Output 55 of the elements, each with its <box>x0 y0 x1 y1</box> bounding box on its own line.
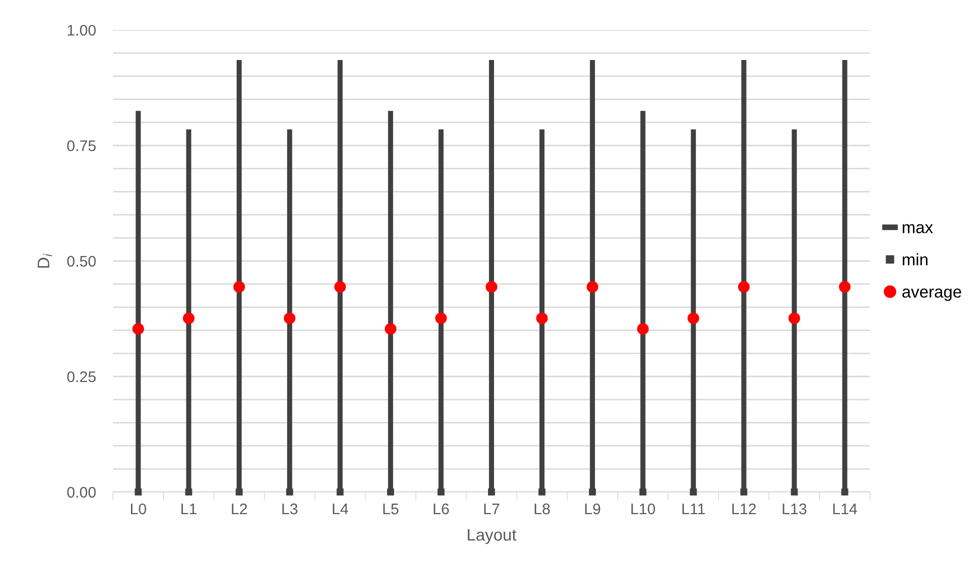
point <box>284 312 296 324</box>
x-tick-label: L14 <box>833 504 858 514</box>
point <box>538 488 546 496</box>
legend-label: average <box>902 288 962 301</box>
y-tick-label: 0.00 <box>67 486 96 498</box>
y-axis-title: D$_{i}$ <box>38 254 52 268</box>
point <box>688 312 700 324</box>
point <box>586 281 598 293</box>
x-tick-label: L8 <box>534 504 550 514</box>
point <box>134 488 142 496</box>
point <box>384 323 396 335</box>
x-tick-label: L4 <box>332 504 348 514</box>
x-tick-label: L7 <box>484 504 500 514</box>
legend-label: max <box>902 224 933 234</box>
legend-label: min <box>902 253 928 266</box>
point <box>233 281 245 293</box>
point <box>286 488 294 496</box>
x-tick-label: L2 <box>232 504 247 514</box>
x-axis-title: Layout <box>468 529 516 544</box>
point <box>435 312 447 324</box>
x-tick-label: L10 <box>631 504 656 514</box>
point <box>740 488 748 496</box>
y-tick-label: 0.25 <box>67 371 96 382</box>
point <box>788 312 800 324</box>
point <box>841 488 848 496</box>
point <box>738 281 750 293</box>
point <box>486 281 498 293</box>
x-tick-label: L12 <box>732 504 756 514</box>
y-tick-label: 0.50 <box>67 256 96 267</box>
point <box>336 488 344 496</box>
y-tick-label: 0.75 <box>67 140 96 152</box>
y-tick-label: 1.00 <box>68 24 96 36</box>
x-tick-label: L5 <box>383 504 398 514</box>
point <box>690 488 697 496</box>
point <box>438 488 445 496</box>
point <box>790 488 798 496</box>
point <box>236 488 243 496</box>
point <box>387 488 394 496</box>
point <box>536 312 548 324</box>
point <box>588 488 596 496</box>
point <box>838 281 851 293</box>
x-tick-label: L9 <box>585 504 600 514</box>
x-tick-label: L6 <box>434 504 449 514</box>
x-tick-label: L13 <box>782 504 806 514</box>
x-tick-label: L3 <box>282 504 298 514</box>
point <box>488 488 495 496</box>
point <box>639 488 646 496</box>
x-tick-label: L1 <box>181 504 196 514</box>
point <box>182 312 195 324</box>
point <box>334 281 346 293</box>
x-tick-label: L11 <box>682 504 705 514</box>
point <box>637 323 649 335</box>
x-tick-label: L0 <box>130 504 146 514</box>
point <box>132 323 144 335</box>
point <box>185 488 192 496</box>
